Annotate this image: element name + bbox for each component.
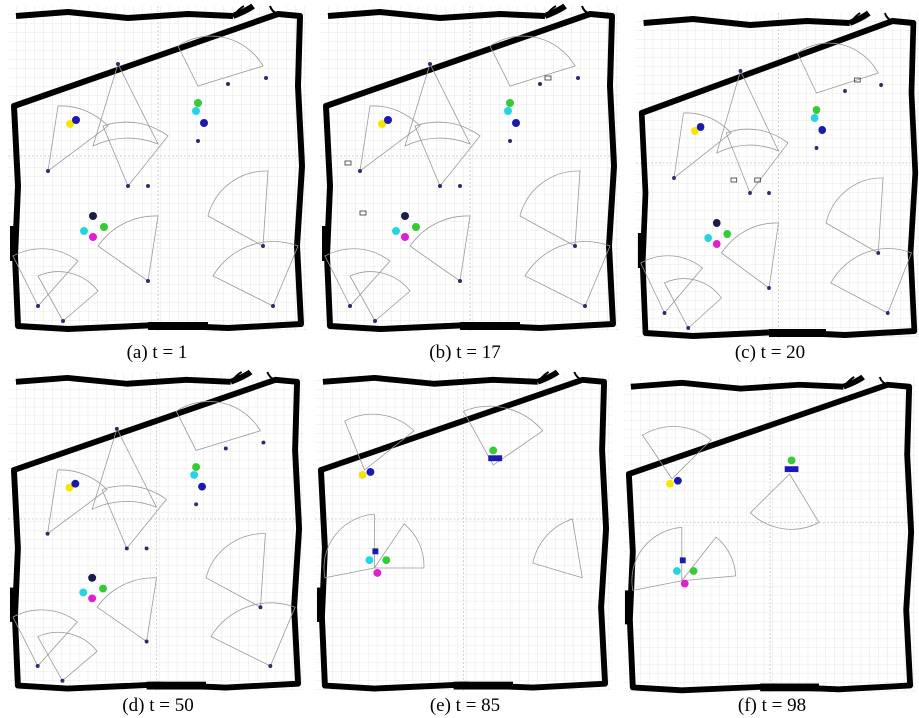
panel-f [623, 377, 917, 692]
caption: (d) t = 50 [122, 695, 193, 716]
panel-c [636, 13, 919, 338]
caption: (a) t = 1 [127, 342, 188, 363]
caption: (c) t = 20 [735, 342, 805, 363]
caption: (e) t = 85 [430, 695, 500, 716]
panel-b [320, 6, 620, 331]
caption: (f) t = 98 [738, 695, 806, 716]
caption: (b) t = 17 [429, 342, 500, 363]
panel-d [8, 372, 305, 691]
panel-a [8, 6, 308, 331]
panel-e [315, 372, 612, 691]
